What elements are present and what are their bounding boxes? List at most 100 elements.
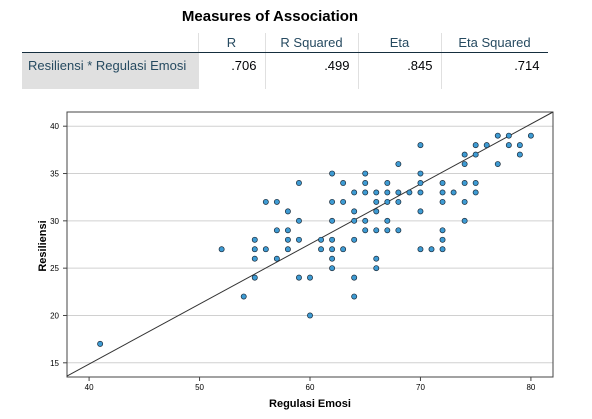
data-point [483,142,490,149]
data-point [384,198,391,205]
data-point [340,198,347,205]
data-point [472,180,479,186]
table-title: Measures of Association [181,8,359,25]
y-tick-label: 30 [50,217,59,226]
data-point [406,189,413,196]
value-r: .706 [197,52,265,89]
data-point [461,217,468,224]
header-corner [22,33,198,53]
data-point [284,227,291,234]
data-point [472,189,479,196]
data-point [329,246,336,253]
data-point [240,293,247,300]
data-point [428,246,435,253]
data-point [417,170,424,177]
header-eta: Eta [357,33,441,53]
data-point [461,161,468,168]
data-point [351,274,358,281]
data-point [461,180,468,186]
data-point [439,227,446,234]
data-point [97,340,104,347]
data-point [351,293,358,300]
header-r-squared: R Squared [264,33,358,53]
data-point [461,151,468,158]
data-point [351,217,358,224]
data-point [329,236,336,243]
y-tick-label: 40 [50,122,59,131]
x-axis-label: Regulasi Emosi [269,398,351,410]
x-axis-ticks: 40 50 60 70 80 [85,377,536,392]
data-point [318,236,324,243]
data-point [516,151,523,158]
data-point [373,265,380,272]
data-point [417,208,424,215]
data-point [417,246,424,253]
data-point [251,236,258,243]
y-tick-label: 25 [50,264,59,273]
data-point [439,189,446,196]
data-point [251,246,258,253]
data-point [251,255,258,262]
data-point [296,274,302,281]
data-point [395,161,402,168]
data-point [351,189,358,196]
value-eta: .845 [357,52,441,89]
x-tick-label: 40 [85,383,94,392]
data-point [395,198,402,205]
data-point [373,255,380,262]
table-header-row: R R Squared Eta Eta Squared [22,33,548,53]
data-point [296,180,302,186]
y-tick-label: 35 [50,170,59,179]
data-point [329,265,336,272]
x-tick-label: 70 [416,383,425,392]
data-point [284,208,291,215]
data-point [307,274,313,281]
data-point [505,132,512,139]
data-point [329,170,336,177]
data-point [384,217,391,224]
data-point [351,236,358,243]
data-point [472,142,479,149]
data-point [417,142,424,149]
data-point [395,227,402,234]
data-point [417,189,424,196]
data-point [494,161,501,168]
data-point [384,189,391,196]
data-point [262,246,269,253]
x-tick-label: 60 [306,383,315,392]
data-point [384,227,391,234]
y-axis-label: Resiliensi [37,220,49,271]
data-point [527,132,534,139]
data-point [461,198,468,205]
fit-line [66,111,554,377]
data-point [307,312,313,319]
data-point [329,255,336,262]
data-point [516,142,523,149]
data-point [318,246,324,253]
value-r-squared: .499 [264,52,358,89]
data-point [251,274,258,281]
data-point [373,208,380,215]
data-point [284,246,291,253]
data-point [340,246,347,253]
data-point [362,227,369,234]
data-point [296,217,302,224]
row-label: Resiliensi * Regulasi Emosi [22,52,198,89]
measures-of-association-table: R R Squared Eta Eta Squared Resiliensi *… [22,33,548,89]
data-point [494,132,501,139]
header-eta-squared: Eta Squared [440,33,548,53]
data-point [329,198,336,205]
data-point [439,246,446,253]
data-point [439,236,446,243]
data-point [450,189,457,196]
data-point [273,227,280,234]
data-point [340,180,347,186]
data-point [273,198,280,205]
data-point [262,198,269,205]
x-tick-label: 50 [195,383,204,392]
data-point [373,227,380,234]
data-point [284,236,291,243]
data-point [417,180,424,186]
data-point [329,217,336,224]
